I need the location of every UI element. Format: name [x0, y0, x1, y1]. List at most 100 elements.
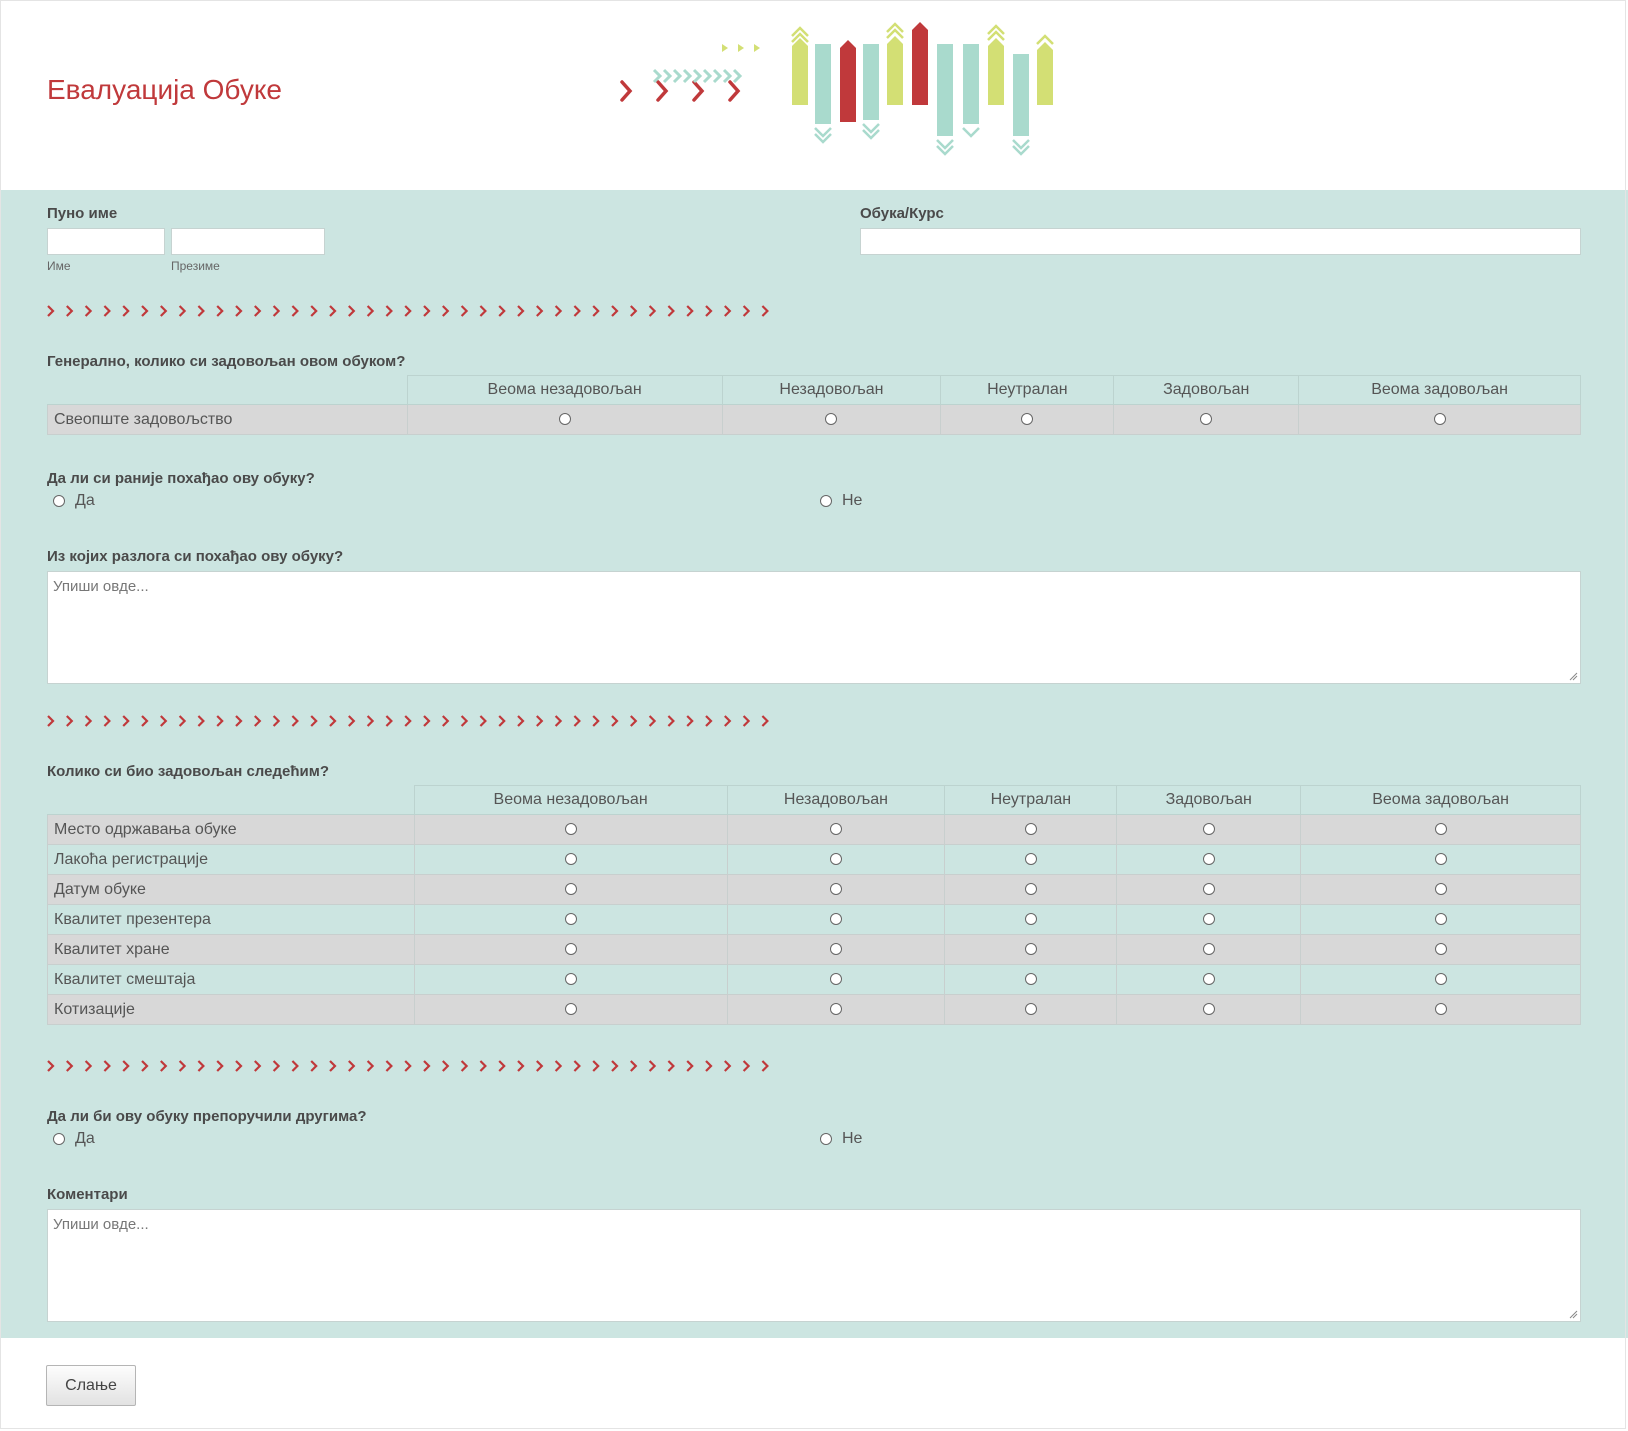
- textarea-placeholder: Упиши овде...: [53, 578, 149, 595]
- radio-button[interactable]: [820, 495, 832, 507]
- radio-button[interactable]: [564, 883, 577, 896]
- course-input[interactable]: [860, 228, 1581, 255]
- radio-button[interactable]: [829, 1003, 842, 1016]
- first-name-sublabel: Име: [47, 259, 71, 273]
- radio-button[interactable]: [53, 495, 65, 507]
- chevron-mark: [686, 1060, 694, 1072]
- radio-button[interactable]: [1202, 823, 1215, 836]
- chevron-mark: [84, 1060, 93, 1072]
- radio-button[interactable]: [1202, 973, 1215, 986]
- q5-option-yes[interactable]: Да: [53, 1130, 95, 1148]
- chevron-mark: [141, 305, 149, 317]
- radio-button[interactable]: [829, 883, 842, 896]
- q5-option-no[interactable]: Не: [820, 1130, 862, 1148]
- chevron-mark: [235, 1060, 243, 1072]
- radio-button[interactable]: [564, 943, 577, 956]
- radio-button[interactable]: [564, 1003, 577, 1016]
- radio-button[interactable]: [1024, 853, 1037, 866]
- row-label: Квалитет презентера: [47, 904, 415, 935]
- chevron-mark: [630, 305, 638, 317]
- chevron-mark: [423, 1060, 431, 1072]
- chevron-mark: [460, 305, 469, 317]
- q6-question: Коментари: [47, 1186, 128, 1203]
- radio-button[interactable]: [564, 913, 577, 926]
- row-label: Датум обуке: [47, 874, 415, 905]
- radio-button[interactable]: [1434, 883, 1447, 896]
- row-label: Место одржавања обуке: [47, 814, 415, 845]
- resize-handle-icon[interactable]: [1569, 1310, 1578, 1319]
- q2-option-yes[interactable]: Да: [53, 492, 95, 510]
- radio-button[interactable]: [1200, 413, 1213, 426]
- radio-button[interactable]: [1434, 823, 1447, 836]
- reasons-textarea[interactable]: Упиши овде...: [47, 571, 1581, 684]
- col-satisfied: Задовољан: [1113, 375, 1300, 405]
- row-label: Свеопште задовољство: [47, 404, 408, 435]
- chevron-mark: [366, 305, 375, 317]
- chevron-mark: [705, 715, 713, 727]
- first-name-input[interactable]: [47, 228, 165, 255]
- radio-button[interactable]: [1021, 413, 1034, 426]
- radio-button[interactable]: [1202, 853, 1215, 866]
- radio-button[interactable]: [1434, 913, 1447, 926]
- radio-button[interactable]: [1024, 973, 1037, 986]
- radio-button[interactable]: [829, 973, 842, 986]
- chevron-mark: [254, 1060, 262, 1072]
- radio-button[interactable]: [829, 853, 842, 866]
- radio-button[interactable]: [564, 973, 577, 986]
- radio-button[interactable]: [558, 413, 571, 426]
- q4-matrix: Веома незадовољан Незадовољан Неутралан …: [47, 785, 1581, 1025]
- radio-button[interactable]: [1202, 913, 1215, 926]
- chevron-mark: [178, 1060, 187, 1072]
- radio-button[interactable]: [1433, 413, 1446, 426]
- col-very-dissatisfied: Веома незадовољан: [406, 375, 723, 405]
- chevron-mark: [216, 1060, 224, 1072]
- radio-button[interactable]: [53, 1133, 65, 1145]
- radio-button[interactable]: [1202, 1003, 1215, 1016]
- radio-button[interactable]: [1434, 943, 1447, 956]
- comments-textarea[interactable]: Упиши овде...: [47, 1209, 1581, 1322]
- submit-button[interactable]: Слање: [46, 1365, 136, 1406]
- chevron-mark: [272, 715, 281, 727]
- resize-handle-icon[interactable]: [1569, 672, 1578, 681]
- chevron-mark: [160, 1060, 168, 1072]
- chevron-mark: [667, 305, 675, 317]
- chevron-mark: [66, 715, 74, 727]
- radio-button[interactable]: [820, 1133, 832, 1145]
- radio-button[interactable]: [1434, 973, 1447, 986]
- radio-button[interactable]: [829, 913, 842, 926]
- form-header: Евалуација Обуке: [0, 0, 1628, 190]
- table-row: Лакоћа регистрације: [47, 844, 1581, 875]
- radio-button[interactable]: [1024, 913, 1037, 926]
- radio-button[interactable]: [564, 853, 577, 866]
- chevron-mark: [667, 715, 675, 727]
- radio-button[interactable]: [1024, 1003, 1037, 1016]
- q4-corner: [47, 785, 415, 815]
- radio-button[interactable]: [564, 823, 577, 836]
- chevron-mark: [742, 1060, 751, 1072]
- radio-button[interactable]: [1024, 823, 1037, 836]
- chevron-mark: [197, 1060, 205, 1072]
- radio-button[interactable]: [829, 823, 842, 836]
- chevron-mark: [385, 305, 393, 317]
- chevron-mark: [47, 305, 55, 317]
- chevron-mark: [103, 715, 111, 727]
- chevron-mark: [385, 1060, 393, 1072]
- chevron-mark: [611, 1060, 619, 1072]
- radio-button[interactable]: [1202, 943, 1215, 956]
- option-label: Да: [75, 1130, 95, 1147]
- radio-button[interactable]: [1434, 1003, 1447, 1016]
- chevron-mark: [178, 715, 187, 727]
- chevron-mark: [573, 1060, 581, 1072]
- last-name-input[interactable]: [171, 228, 325, 255]
- radio-button[interactable]: [825, 413, 838, 426]
- radio-button[interactable]: [1024, 943, 1037, 956]
- radio-button[interactable]: [1434, 853, 1447, 866]
- radio-button[interactable]: [1202, 883, 1215, 896]
- table-row: Квалитет презентера: [47, 904, 1581, 935]
- chevron-mark: [573, 715, 581, 727]
- rating-cell: [940, 404, 1115, 435]
- q2-option-no[interactable]: Не: [820, 492, 862, 510]
- radio-button[interactable]: [1024, 883, 1037, 896]
- chevron-mark: [66, 305, 74, 317]
- radio-button[interactable]: [829, 943, 842, 956]
